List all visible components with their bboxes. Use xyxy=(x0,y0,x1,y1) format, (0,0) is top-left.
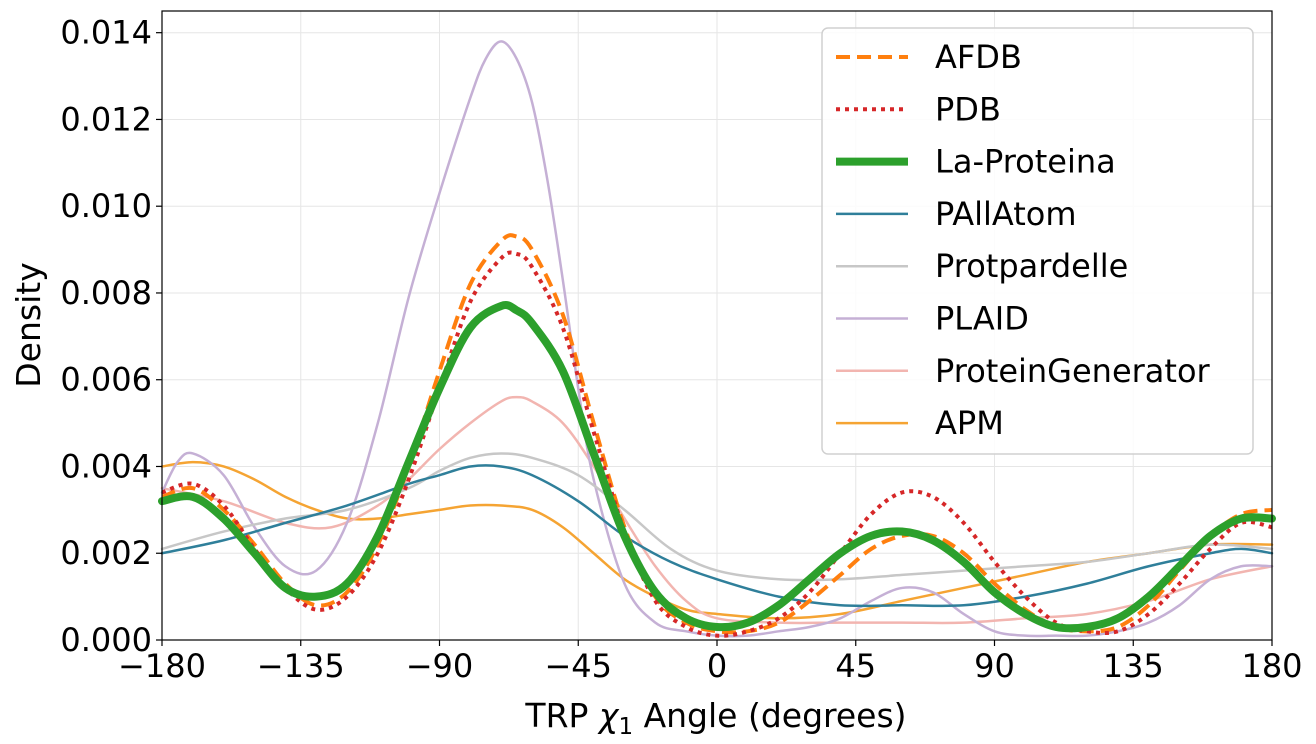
x-axis-label-symbol: χ xyxy=(597,696,620,735)
y-tick-label: 0.014 xyxy=(60,14,152,52)
series-line-pdb xyxy=(161,250,1273,638)
legend-label: PLAID xyxy=(935,300,1029,338)
x-tick-label: 0 xyxy=(707,647,727,685)
legend-label: APM xyxy=(935,404,1004,442)
y-tick-label: 0.002 xyxy=(60,534,152,572)
series-line-la-proteina xyxy=(158,301,1276,633)
legend-label: La-Proteina xyxy=(935,143,1116,181)
x-tick-label: 135 xyxy=(1103,647,1164,685)
x-tick-label: 90 xyxy=(974,647,1015,685)
legend-label: AFDB xyxy=(935,38,1022,76)
y-tick-label: 0.004 xyxy=(60,447,152,485)
legend-label: PAllAtom xyxy=(935,195,1077,233)
x-axis-ticks: −180 −135 −90 −45 0 45 90 135 180 xyxy=(118,640,1303,685)
series-line-afdb xyxy=(161,233,1273,635)
y-tick-label: 0.008 xyxy=(60,274,152,312)
x-axis-label-subscript: 1 xyxy=(618,714,633,740)
x-tick-label: −135 xyxy=(257,647,345,685)
y-axis-label: Density xyxy=(9,262,48,387)
series-lines xyxy=(158,40,1276,638)
x-tick-label: −90 xyxy=(406,647,474,685)
x-tick-label: −45 xyxy=(544,647,612,685)
y-tick-label: 0.000 xyxy=(60,621,152,659)
legend-label: ProteinGenerator xyxy=(935,352,1211,390)
y-axis-ticks: 0.000 0.002 0.004 0.006 0.008 0.010 0.012 0.014 xyxy=(60,14,162,659)
y-tick-label: 0.010 xyxy=(60,187,152,225)
legend-label: Protpardelle xyxy=(935,247,1128,285)
y-tick-label: 0.012 xyxy=(60,100,152,138)
legend-label: PDB xyxy=(935,90,1001,128)
series-line-plaid xyxy=(160,40,1274,638)
x-axis-label: TRP χ1 Angle (degrees) xyxy=(524,696,906,740)
x-tick-label: −180 xyxy=(118,647,206,685)
x-axis-label-pre: TRP xyxy=(524,696,598,735)
x-tick-label: 180 xyxy=(1241,647,1302,685)
x-axis-label-post: Angle (degrees) xyxy=(633,696,906,735)
series-line-pallatom xyxy=(160,464,1274,608)
legend: AFDB PDB La-Proteina PAllAtom Protpardelle PL… xyxy=(821,27,1254,455)
series-line-protpardelle xyxy=(160,452,1274,582)
x-tick-label: 45 xyxy=(835,647,876,685)
y-tick-label: 0.006 xyxy=(60,361,152,399)
legend-box xyxy=(821,27,1254,455)
